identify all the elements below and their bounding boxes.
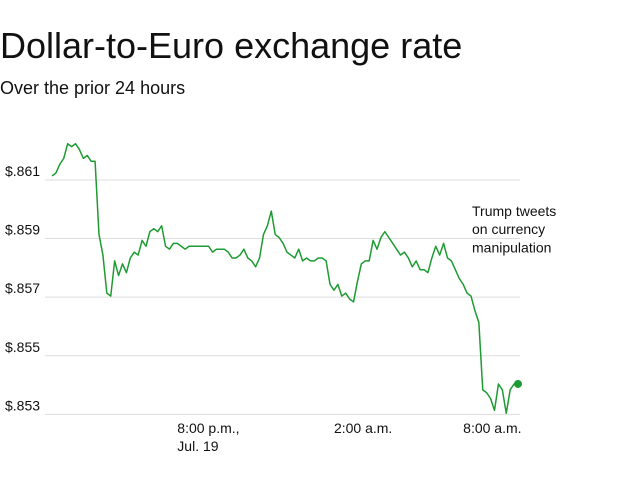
x-tick-label: 8:00 a.m. [463, 420, 521, 436]
annotation: Trump tweets on currency manipulation [472, 203, 556, 255]
x-tick-label: 8:00 p.m., Jul. 19 [177, 420, 239, 454]
chart-title: Dollar-to-Euro exchange rate [0, 25, 462, 66]
y-tick-label: $.857 [5, 280, 40, 296]
x-tick-label: 2:00 a.m. [334, 420, 392, 436]
y-tick-label: $.853 [5, 397, 40, 413]
end-point [514, 379, 522, 388]
chart-subtitle: Over the prior 24 hours [0, 78, 185, 98]
y-tick-label: $.859 [5, 222, 40, 238]
y-tick-label: $.855 [5, 339, 40, 355]
y-tick-label: $.861 [5, 163, 40, 179]
line-series [51, 142, 518, 415]
